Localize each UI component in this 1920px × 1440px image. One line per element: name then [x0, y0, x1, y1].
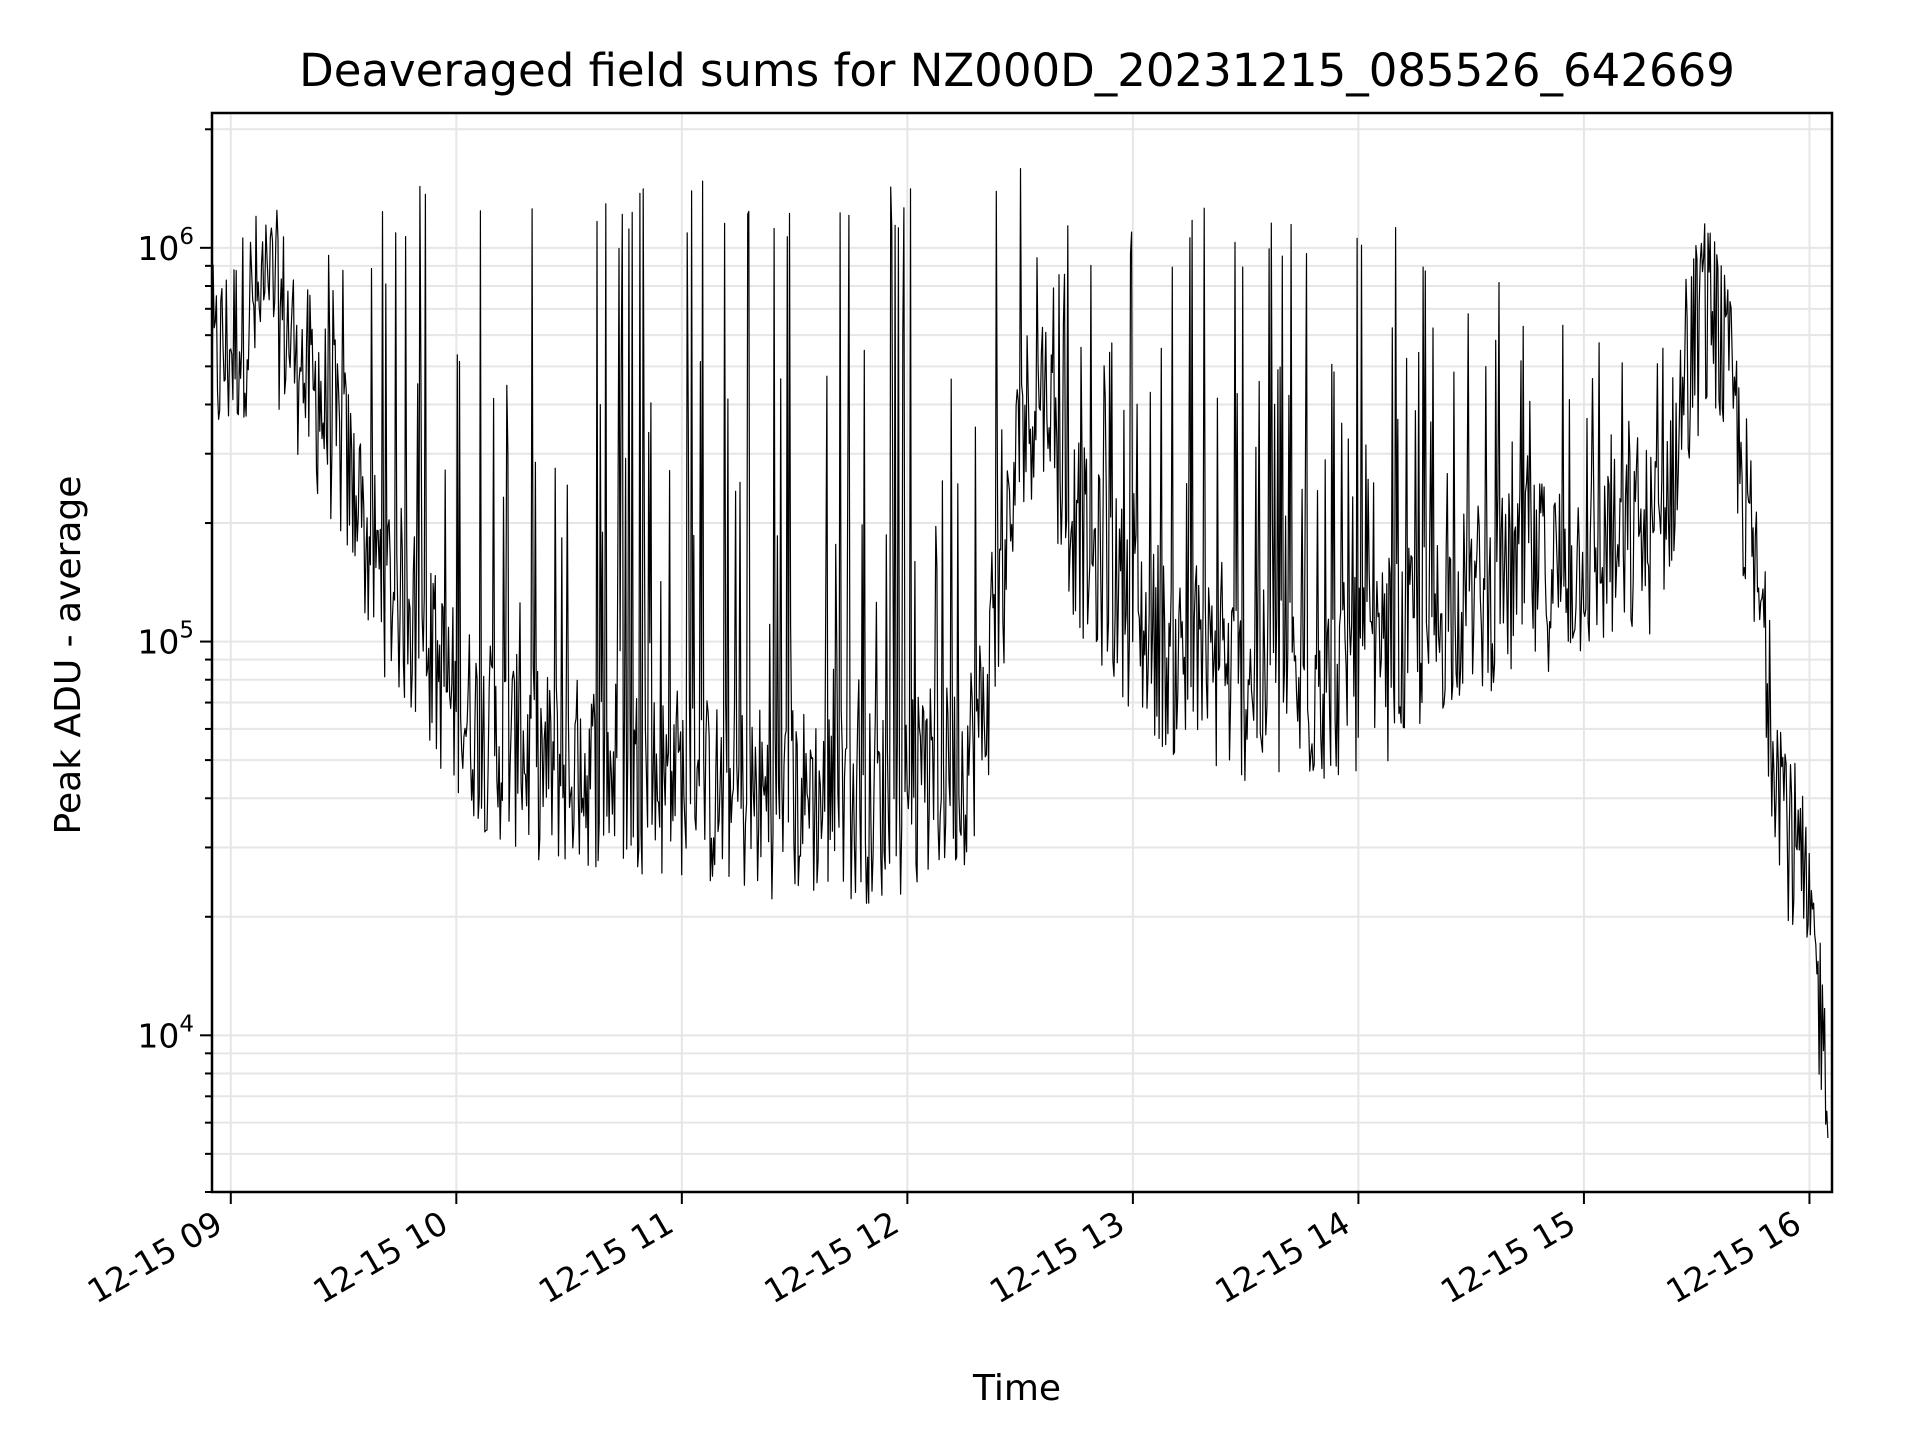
y-axis-label: Peak ADU - average: [48, 476, 89, 835]
y-tick-label: 106: [137, 224, 194, 268]
plot-area: [211, 168, 1829, 1139]
chart-title: Deaveraged field sums for NZ000D_2023121…: [299, 44, 1735, 97]
series-line: [211, 168, 1829, 1139]
plot-frame: [210, 111, 1834, 1194]
y-tick-label: 104: [137, 1011, 194, 1055]
y-tick-label: 105: [137, 618, 194, 662]
grid: [212, 113, 1832, 1193]
x-axis-label: Time: [972, 1368, 1061, 1409]
